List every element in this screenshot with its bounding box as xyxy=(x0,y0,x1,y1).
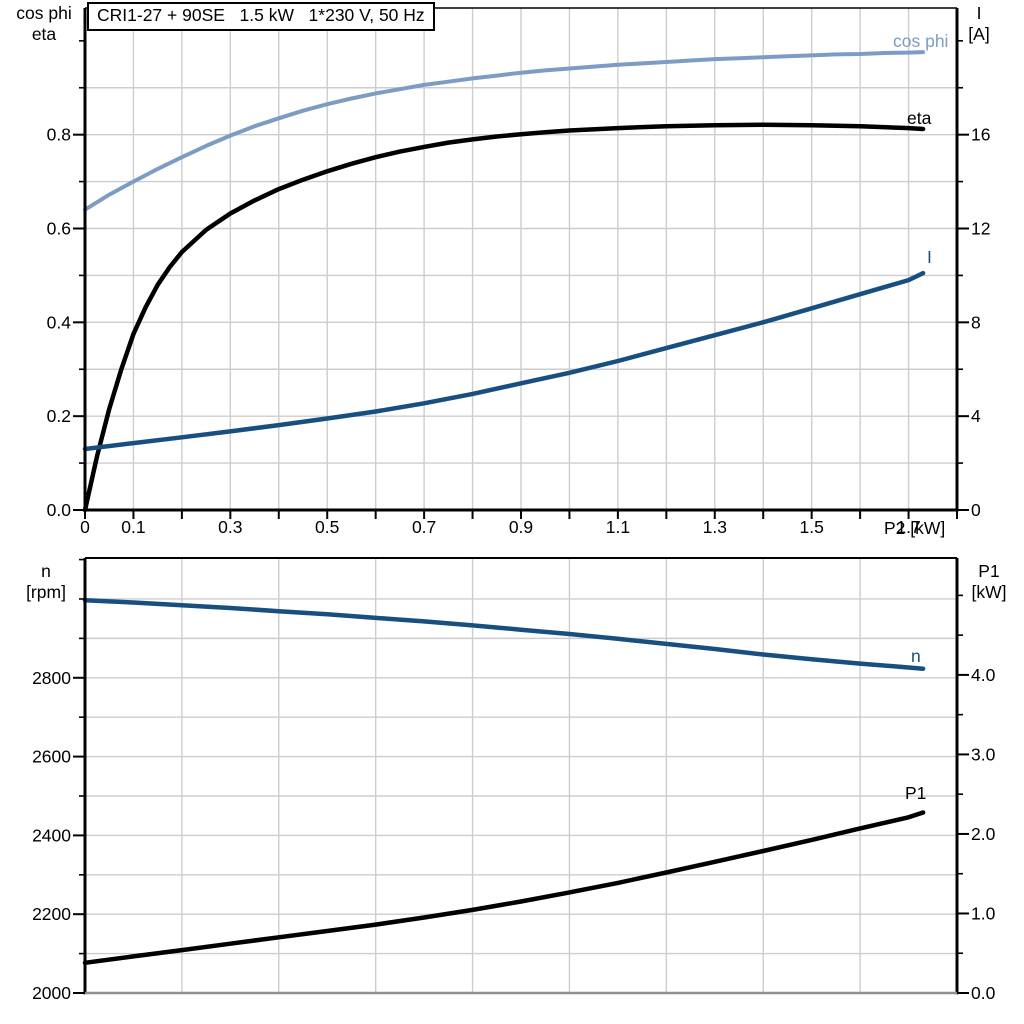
bottom-right-axis-title: P1 [kW] xyxy=(958,561,1020,603)
left-tick-label: 2800 xyxy=(32,668,71,688)
left-tick-label: 0.4 xyxy=(47,312,72,332)
right-tick-label: 8 xyxy=(971,312,981,332)
axis-title-current-unit: [A] xyxy=(968,24,990,44)
left-tick-label: 2000 xyxy=(32,983,71,1003)
right-tick-label: 0.0 xyxy=(971,983,996,1003)
left-tick-label: 2400 xyxy=(32,825,71,845)
x-tick-label: 1.5 xyxy=(800,517,824,537)
left-tick-label: 0.8 xyxy=(47,125,71,145)
right-tick-label: 12 xyxy=(971,219,990,239)
right-tick-label: 4 xyxy=(971,406,981,426)
right-tick-label: 2.0 xyxy=(971,824,996,844)
bottom-left-axis-title: n [rpm] xyxy=(8,561,84,603)
top-right-axis-title: I [A] xyxy=(948,3,1010,45)
curve-label-speed: n xyxy=(911,646,921,666)
curve-i xyxy=(82,270,926,452)
curve-label-p1: P1 xyxy=(905,783,927,803)
axis-title-speed-unit: [rpm] xyxy=(26,582,66,602)
top-left-axis-title: cos phi eta xyxy=(2,3,86,45)
right-tick-label: 4.0 xyxy=(971,665,996,685)
left-tick-label: 2600 xyxy=(32,747,71,767)
x-axis-unit-label: P2 [kW] xyxy=(884,518,946,538)
left-tick-label: 0.2 xyxy=(47,406,71,426)
axis-title-p1: P1 xyxy=(978,561,1000,581)
right-tick-label: 1.0 xyxy=(971,903,996,923)
x-tick-label: 0 xyxy=(80,517,90,537)
right-tick-label: 16 xyxy=(971,125,990,145)
x-tick-label: 1.1 xyxy=(606,517,630,537)
right-tick-label: 3.0 xyxy=(971,744,996,764)
axis-title-eta: eta xyxy=(31,24,57,44)
curve-n xyxy=(82,597,926,671)
axis-title-p1-unit: [kW] xyxy=(971,582,1007,602)
curve-p1 xyxy=(82,810,926,966)
curve-label-cos-phi: cos phi xyxy=(893,31,949,51)
x-tick-label: 1.7 xyxy=(896,517,920,537)
curve-eta xyxy=(82,122,926,513)
chart-title: CRI1-27 + 90SE 1.5 kW 1*230 V, 50 Hz xyxy=(87,2,435,31)
left-tick-label: 0.6 xyxy=(47,219,71,239)
axis-title-cos-phi: cos phi xyxy=(16,3,72,23)
x-tick-label: 0.3 xyxy=(218,517,242,537)
left-tick-label: 2200 xyxy=(32,904,71,924)
axis-title-current: I xyxy=(976,3,982,23)
x-tick-label: 0.7 xyxy=(412,517,436,537)
curve-label-eta: eta xyxy=(907,108,932,128)
x-tick-label: 0.5 xyxy=(315,517,339,537)
axis-title-speed: n xyxy=(41,561,51,581)
x-tick-label: 0.9 xyxy=(509,517,533,537)
right-tick-label: 0 xyxy=(971,500,981,520)
left-tick-label: 0.0 xyxy=(47,500,72,520)
curve-label-current: I xyxy=(927,247,932,267)
x-tick-label: 0.1 xyxy=(121,517,145,537)
x-tick-label: 1.3 xyxy=(703,517,727,537)
curve-cos-phi xyxy=(83,50,926,212)
